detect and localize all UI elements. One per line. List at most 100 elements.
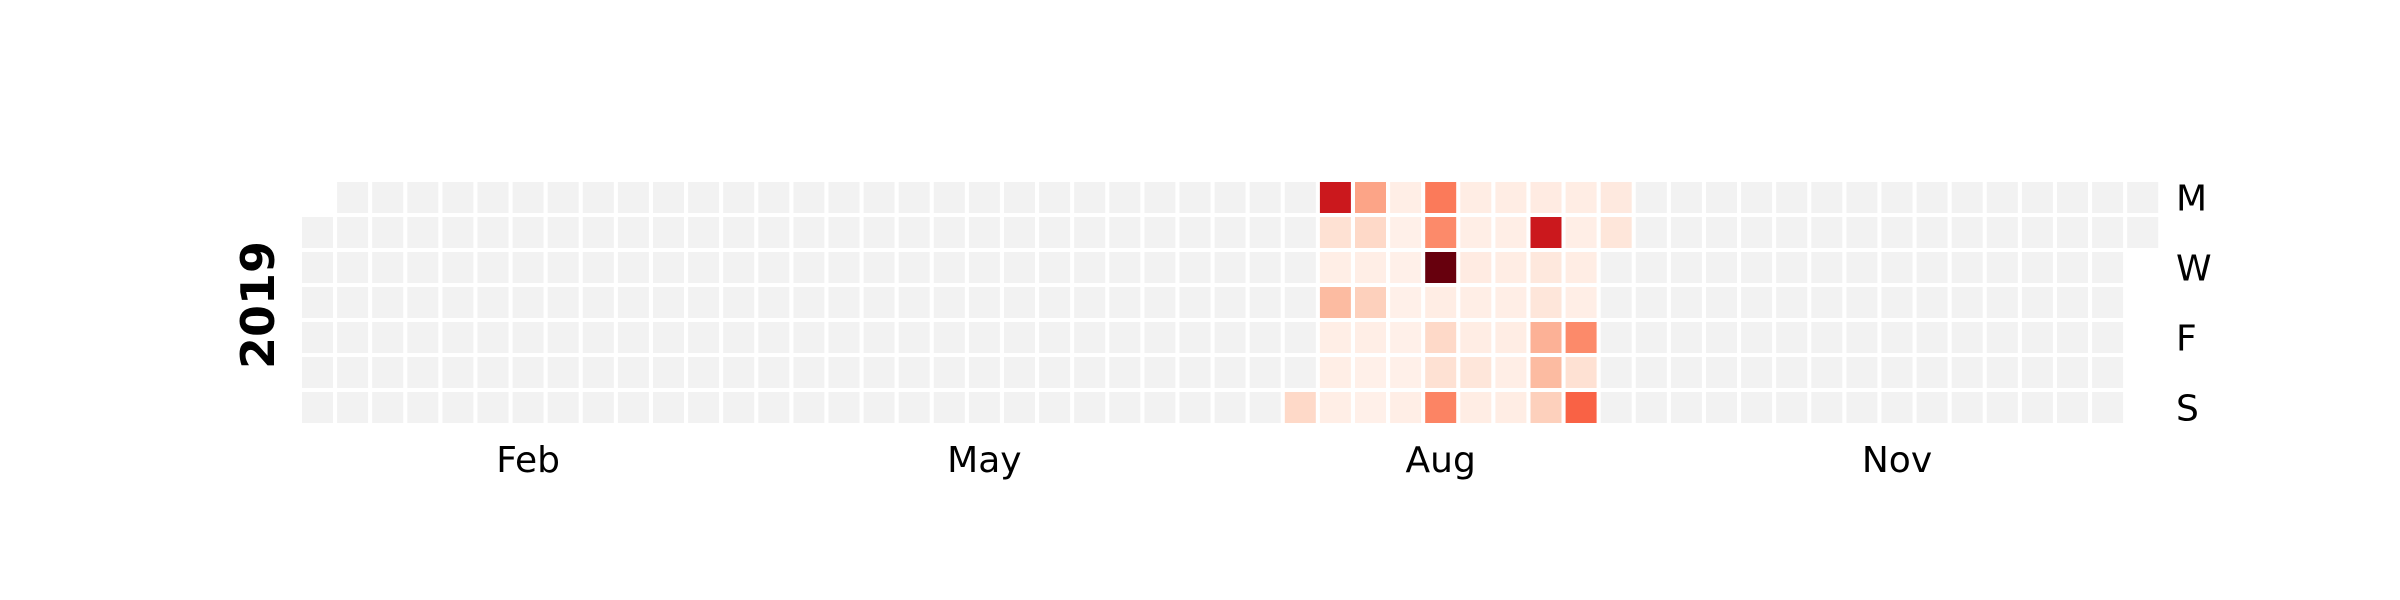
- heatmap-cell: [442, 287, 474, 318]
- heatmap-cell: [1495, 287, 1527, 318]
- heatmap-cell: [1741, 217, 1773, 248]
- heatmap-cell: [1635, 357, 1667, 388]
- heatmap-cell: [372, 287, 404, 318]
- heatmap-cell: [968, 357, 1000, 388]
- heatmap-cell: [512, 182, 544, 213]
- heatmap-cell: [1144, 287, 1176, 318]
- heatmap-cell: [1635, 322, 1667, 353]
- heatmap-cell: [758, 322, 790, 353]
- month-label: Aug: [1406, 440, 1476, 481]
- heatmap-cell: [2127, 182, 2159, 213]
- heatmap-cell: [2127, 217, 2159, 248]
- heatmap-cell: [933, 252, 965, 283]
- heatmap-cell: [793, 322, 825, 353]
- heatmap-cell: [1390, 287, 1422, 318]
- heatmap-cell: [723, 287, 755, 318]
- heatmap-cell: [1951, 392, 1983, 423]
- heatmap-cell: [1039, 322, 1071, 353]
- heatmap-cell: [1284, 287, 1316, 318]
- heatmap-cell: [1144, 322, 1176, 353]
- heatmap-cell: [688, 252, 720, 283]
- heatmap-cell: [2092, 252, 2124, 283]
- heatmap-cell: [477, 217, 509, 248]
- heatmap-cell: [933, 287, 965, 318]
- heatmap-cell: [512, 252, 544, 283]
- heatmap-cell: [1074, 217, 1106, 248]
- heatmap-cell: [372, 182, 404, 213]
- heatmap-cell: [1425, 287, 1457, 318]
- heatmap-cell: [898, 252, 930, 283]
- heatmap-cell: [1144, 357, 1176, 388]
- heatmap-cell: [723, 392, 755, 423]
- heatmap-cell: [1670, 217, 1702, 248]
- heatmap-cell: [863, 357, 895, 388]
- heatmap-cell: [1670, 322, 1702, 353]
- heatmap-cell: [1109, 252, 1141, 283]
- heatmap-cell: [1460, 182, 1492, 213]
- heatmap-cell: [1951, 217, 1983, 248]
- heatmap-cell: [1811, 392, 1843, 423]
- heatmap-cell: [1109, 217, 1141, 248]
- heatmap-cell: [1460, 252, 1492, 283]
- heatmap-cell: [968, 252, 1000, 283]
- heatmap-cell: [898, 287, 930, 318]
- heatmap-cell: [1706, 182, 1737, 213]
- heatmap-cell: [477, 252, 509, 283]
- heatmap-cell: [2057, 287, 2088, 318]
- heatmap-cell: [547, 217, 579, 248]
- heatmap-cell: [1776, 322, 1808, 353]
- heatmap-cell: [1319, 217, 1351, 248]
- heatmap-cell: [1425, 357, 1457, 388]
- heatmap-cell: [1881, 182, 1913, 213]
- heatmap-cell: [1565, 252, 1597, 283]
- heatmap-cell: [1249, 287, 1281, 318]
- heatmap-cell: [2092, 357, 2124, 388]
- heatmap-cell: [407, 322, 439, 353]
- heatmap-cell: [653, 182, 684, 213]
- heatmap-cell: [1951, 252, 1983, 283]
- heatmap-cell: [1249, 217, 1281, 248]
- heatmap-cell: [1776, 357, 1808, 388]
- heatmap-cell: [898, 322, 930, 353]
- heatmap-cell: [442, 252, 474, 283]
- heatmap-cell: [512, 392, 544, 423]
- heatmap-cell: [1881, 392, 1913, 423]
- heatmap-cell: [617, 182, 649, 213]
- heatmap-cell: [547, 252, 579, 283]
- heatmap-cell: [1495, 217, 1527, 248]
- heatmap-cell: [1390, 182, 1422, 213]
- heatmap-cell: [407, 182, 439, 213]
- heatmap-cell: [1390, 357, 1422, 388]
- heatmap-cell: [442, 392, 474, 423]
- heatmap-cell: [1039, 217, 1071, 248]
- heatmap-cell: [2021, 217, 2053, 248]
- heatmap-cell: [337, 392, 369, 423]
- heatmap-cell: [337, 182, 369, 213]
- heatmap-cell: [582, 287, 614, 318]
- heatmap-cell: [1249, 182, 1281, 213]
- heatmap-cell: [1425, 392, 1457, 423]
- heatmap-cell: [1319, 182, 1351, 213]
- heatmap-cell: [1951, 182, 1983, 213]
- heatmap-cell: [1004, 182, 1035, 213]
- heatmap-cell: [1600, 252, 1632, 283]
- heatmap-cell: [968, 287, 1000, 318]
- heatmap-cell: [2021, 287, 2053, 318]
- heatmap-cell: [1951, 322, 1983, 353]
- heatmap-cell: [1670, 182, 1702, 213]
- heatmap-cell: [1004, 322, 1035, 353]
- heatmap-cell: [758, 287, 790, 318]
- heatmap-cell: [2021, 322, 2053, 353]
- heatmap-cell: [1179, 322, 1211, 353]
- heatmap-cell: [1741, 182, 1773, 213]
- heatmap-cell: [477, 392, 509, 423]
- heatmap-cell: [337, 217, 369, 248]
- heatmap-cell: [1916, 182, 1948, 213]
- heatmap-cell: [723, 252, 755, 283]
- heatmap-cell: [898, 217, 930, 248]
- heatmap-cell: [1179, 217, 1211, 248]
- heatmap-cell: [372, 392, 404, 423]
- heatmap-cell: [1846, 217, 1878, 248]
- heatmap-cell: [1460, 357, 1492, 388]
- heatmap-cell: [302, 357, 333, 388]
